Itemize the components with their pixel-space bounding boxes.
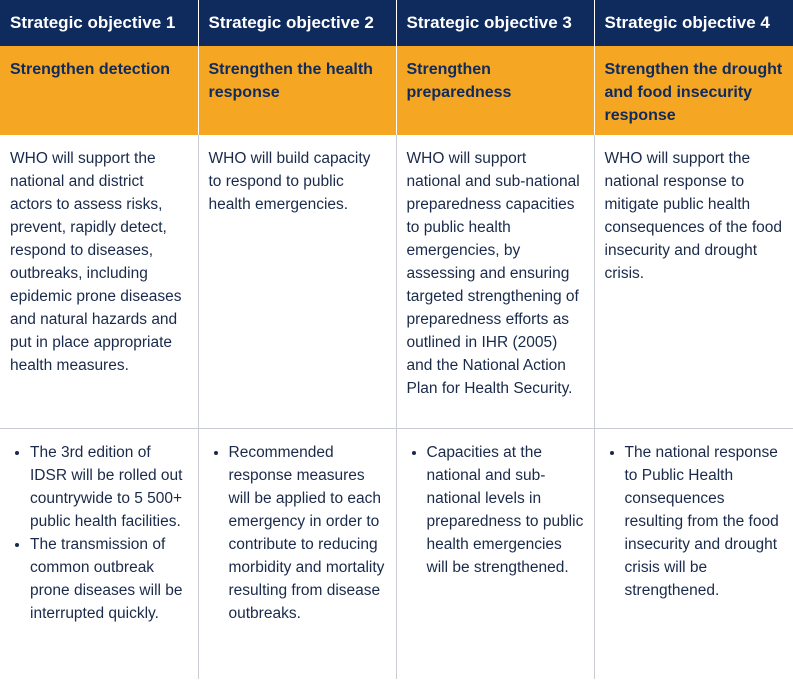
objective-header-1: Strategic objective 1 [0, 0, 199, 46]
header-row: Strategic objective 1 Strategic objectiv… [0, 0, 793, 46]
objective-header-2: Strategic objective 2 [198, 0, 397, 46]
outcome-item: The national response to Public Health c… [625, 441, 788, 602]
outcome-row: The 3rd edition of IDSR will be rolled o… [0, 428, 793, 680]
description-cell-2: WHO will build capacity to respond to pu… [198, 135, 397, 429]
outcome-cell-3: Capacities at the national and sub-natio… [396, 428, 595, 679]
goal-row: Strengthen detection Strengthen the heal… [0, 46, 793, 135]
outcome-item: The transmission of common outbreak pron… [30, 533, 192, 625]
outcome-list-1: The 3rd edition of IDSR will be rolled o… [8, 441, 192, 625]
goal-cell-2: Strengthen the health response [198, 46, 397, 135]
outcome-list-3: Capacities at the national and sub-natio… [405, 441, 588, 579]
outcome-cell-4: The national response to Public Health c… [594, 429, 793, 680]
goal-cell-4: Strengthen the drought and food insecuri… [594, 46, 793, 135]
description-row: WHO will support the national and distri… [0, 135, 793, 429]
outcome-item: Recommended response measures will be ap… [229, 441, 390, 625]
outcome-item: Capacities at the national and sub-natio… [427, 441, 588, 579]
objective-header-4: Strategic objective 4 [594, 0, 793, 46]
outcome-item: The 3rd edition of IDSR will be rolled o… [30, 441, 192, 533]
description-cell-3: WHO will support national and sub-nation… [396, 135, 595, 429]
outcome-cell-2: Recommended response measures will be ap… [198, 428, 397, 679]
goal-cell-3: Strengthen preparedness [396, 46, 595, 135]
objective-header-3: Strategic objective 3 [396, 0, 595, 46]
goal-cell-1: Strengthen detection [0, 46, 199, 135]
description-cell-1: WHO will support the national and distri… [0, 135, 199, 429]
outcome-list-2: Recommended response measures will be ap… [207, 441, 390, 625]
outcome-cell-1: The 3rd edition of IDSR will be rolled o… [0, 428, 199, 679]
description-cell-4: WHO will support the national response t… [594, 135, 793, 429]
outcome-list-4: The national response to Public Health c… [603, 441, 788, 602]
